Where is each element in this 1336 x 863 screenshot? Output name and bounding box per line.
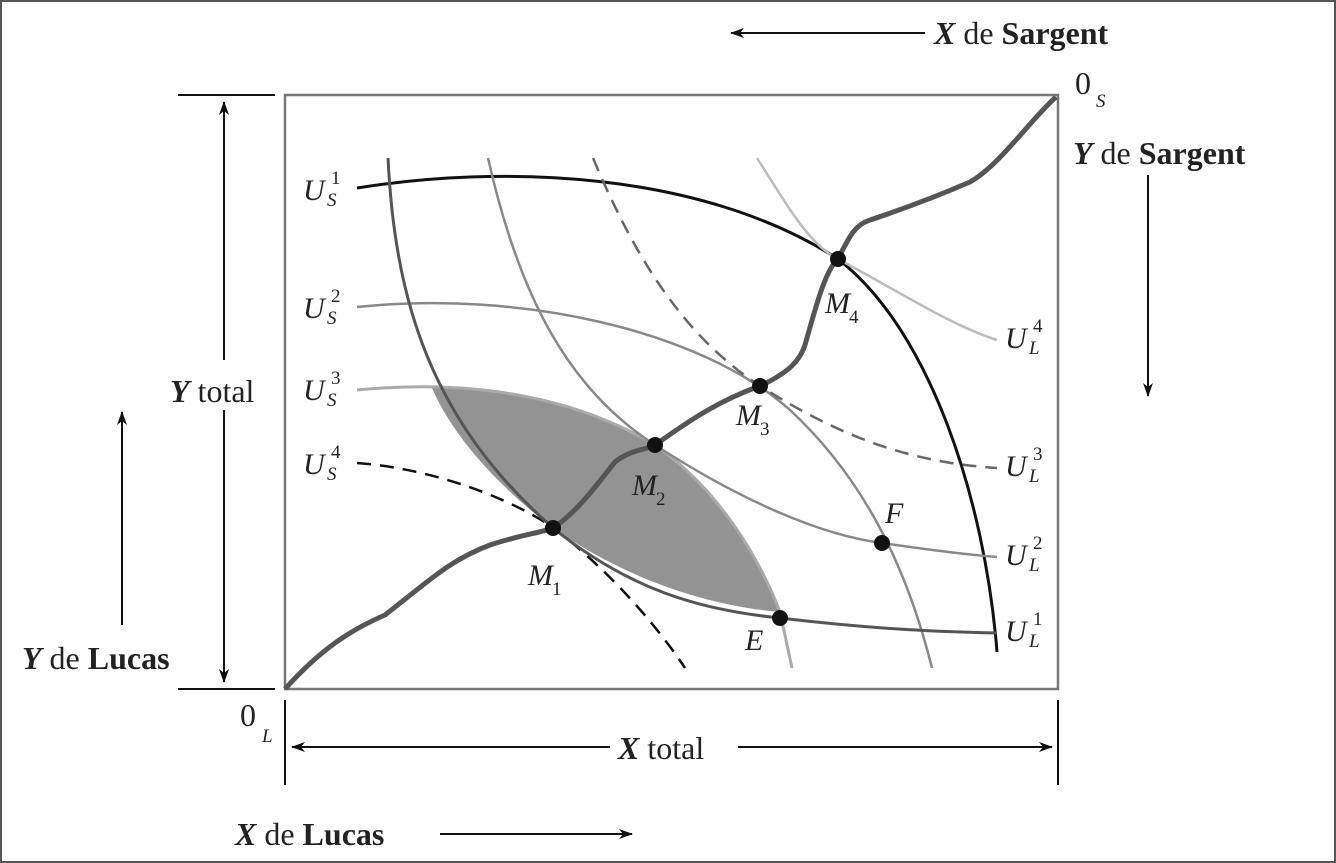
label-sup: 4 — [1033, 316, 1043, 337]
point — [545, 520, 561, 536]
label-sub: 3 — [760, 419, 770, 440]
label-base: U — [1005, 615, 1029, 648]
point — [874, 535, 890, 551]
label: Y de Sargent — [1073, 135, 1246, 171]
label-sup: 3 — [1033, 444, 1043, 465]
label-sup: 4 — [331, 442, 341, 463]
label-base: M — [824, 287, 852, 320]
origin-label: 0 — [1075, 65, 1091, 101]
shaded-region — [432, 387, 780, 612]
origin-sub: S — [1096, 91, 1106, 112]
contract-curve — [283, 95, 1058, 691]
label-sup: 2 — [331, 286, 341, 307]
point — [752, 378, 768, 394]
label: Y total — [170, 373, 255, 409]
label-sup: 1 — [1033, 609, 1043, 630]
label: X de Sargent — [933, 15, 1109, 51]
lucas-curve — [386, 157, 998, 635]
label: Y de Lucas — [22, 640, 170, 676]
label-sup: 2 — [1033, 533, 1043, 554]
label-sub: S — [327, 390, 337, 411]
label-base: E — [744, 624, 763, 657]
origin-sub: L — [261, 726, 273, 747]
label-base: U — [303, 374, 327, 407]
label-base: F — [884, 497, 904, 530]
label-sub: 1 — [552, 579, 562, 600]
label-base: U — [1005, 322, 1029, 355]
label-sub: L — [1028, 466, 1040, 487]
point — [830, 251, 846, 267]
label-base: M — [631, 469, 659, 502]
guides — [117, 28, 1153, 839]
label-base: M — [735, 399, 763, 432]
box — [283, 93, 1060, 691]
label-base: U — [303, 174, 327, 207]
label-sub: S — [327, 464, 337, 485]
point — [772, 610, 788, 626]
label-sub: L — [1028, 555, 1040, 576]
label-sub: 4 — [849, 307, 859, 328]
lucas-curve — [486, 157, 998, 559]
label-base: U — [1005, 539, 1029, 572]
label-sup: 1 — [331, 168, 341, 189]
point — [647, 437, 663, 453]
label-sub: L — [1028, 338, 1040, 359]
curve-labels: U 1SU 2SU 3SU 4SU 4LU 3LU 2LU 1LM 1M 2M 3M 4EF — [303, 168, 1043, 657]
label-base: M — [527, 559, 555, 592]
label-sub: S — [327, 190, 337, 211]
label: X de Lucas — [234, 816, 384, 852]
label-sup: 3 — [331, 368, 341, 389]
label-base: U — [303, 292, 327, 325]
label-base: U — [303, 448, 327, 481]
sargent-curve — [356, 301, 934, 669]
label-sub: 2 — [656, 489, 666, 510]
points — [545, 251, 890, 626]
label-sub: L — [1028, 631, 1040, 652]
origin-label: 0 — [240, 697, 256, 733]
label-sub: S — [327, 308, 337, 329]
label-base: U — [1005, 450, 1029, 483]
label: X total — [617, 730, 704, 766]
